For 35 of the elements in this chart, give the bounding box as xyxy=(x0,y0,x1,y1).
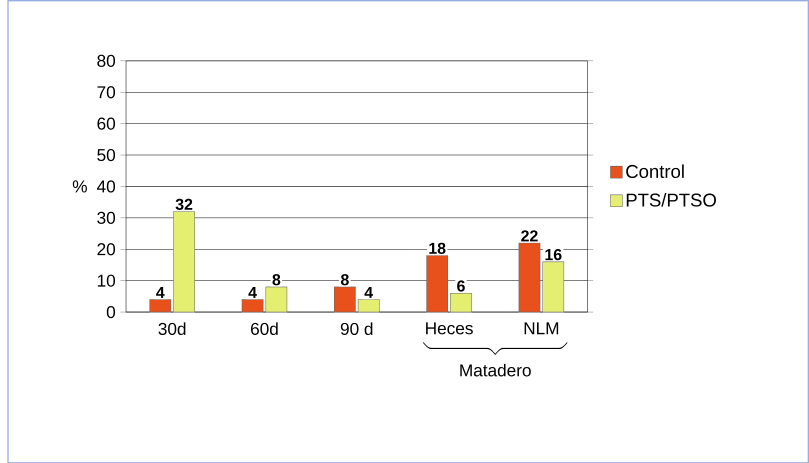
data-label: 4 xyxy=(364,286,373,298)
y-axis-title: % xyxy=(72,180,87,192)
data-label: 6 xyxy=(457,280,465,292)
x-tick-label: NLM xyxy=(524,322,558,334)
data-label: 8 xyxy=(272,274,280,286)
y-tick-label: 20 xyxy=(97,242,116,256)
bar xyxy=(542,261,564,312)
bar xyxy=(242,299,264,312)
legend-label: Control xyxy=(626,164,684,178)
data-label: 32 xyxy=(176,198,192,210)
data-label: 4 xyxy=(248,286,257,298)
bar xyxy=(173,211,195,312)
bar xyxy=(358,299,380,312)
y-tick-label: 70 xyxy=(97,86,116,98)
legend-label: PTS/PTSO xyxy=(626,192,716,206)
data-label: 16 xyxy=(545,248,562,260)
bar xyxy=(518,242,540,312)
x-tick-label: Heces xyxy=(426,322,473,334)
y-tick-label: 50 xyxy=(97,148,116,161)
y-tick-label: 30 xyxy=(97,212,116,224)
x-tick-label: 90 d xyxy=(340,322,372,335)
data-label: 8 xyxy=(340,274,349,286)
text: Matadero xyxy=(460,364,531,376)
x-tick-label: 30d xyxy=(158,322,186,335)
data-label: 18 xyxy=(429,242,446,254)
bar xyxy=(450,292,472,312)
y-tick-label: 80 xyxy=(97,54,116,67)
y-tick-label: 0 xyxy=(106,306,116,318)
y-tick-label: 40 xyxy=(96,180,116,192)
bar xyxy=(149,299,172,312)
data-label: 4 xyxy=(156,286,165,298)
data-label: 22 xyxy=(521,230,538,242)
y-tick-label: 60 xyxy=(97,117,116,130)
x-tick-label: 60d xyxy=(251,322,278,335)
y-tick-label: 10 xyxy=(98,274,116,287)
